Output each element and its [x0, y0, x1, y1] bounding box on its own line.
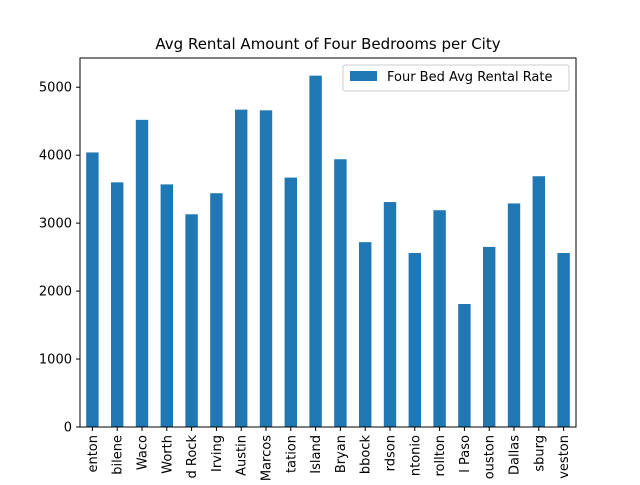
- x-tick-label: rollton: [433, 435, 448, 477]
- axes-group: 0 1000 2000 3000 4000 5000 enton bilene Waco Wort…: [39, 57, 577, 481]
- y-tick-label: 1000: [39, 353, 72, 368]
- x-tick-label: Irving: [210, 435, 225, 472]
- y-tick-label: 2000: [39, 285, 72, 300]
- x-tick-label: bilene: [111, 435, 126, 475]
- bar: [557, 253, 570, 427]
- bar: [359, 242, 372, 427]
- bar: [383, 202, 397, 427]
- bar: [160, 184, 173, 427]
- x-tick-label: d Rock: [185, 435, 200, 479]
- y-tick-label: 4000: [39, 149, 72, 164]
- bar: [284, 177, 297, 427]
- bar: [185, 214, 198, 427]
- x-tick-label: ntonio: [408, 435, 423, 476]
- y-tick-label: 0: [64, 421, 72, 436]
- x-tick-label: Marcos: [260, 435, 275, 480]
- x-tick-label: Worth: [160, 435, 175, 474]
- x-tick-label: bbock: [359, 435, 374, 475]
- axes-frame: [79, 57, 577, 428]
- x-tick-label: ouston: [483, 435, 498, 479]
- bar: [334, 159, 347, 427]
- x-tick-label: veston: [557, 435, 572, 479]
- x-tick-label: sburg: [532, 435, 547, 472]
- bar: [483, 246, 496, 427]
- x-tick-label: enton: [86, 435, 101, 473]
- x-tick-label: Island: [309, 435, 324, 474]
- legend-swatch: [350, 71, 377, 81]
- legend-frame: [342, 64, 570, 92]
- bar: [86, 152, 99, 427]
- bar: [135, 119, 149, 427]
- y-tick-label: 5000: [39, 81, 72, 96]
- x-tick-label: Dallas: [508, 435, 523, 475]
- x-tick-label: Waco: [136, 435, 151, 470]
- x-tick-label: tation: [284, 435, 299, 473]
- legend: Four Bed Avg Rental Rate: [342, 64, 570, 92]
- legend-label: Four Bed Avg Rental Rate: [387, 70, 553, 85]
- chart-title: Avg Rental Amount of Four Bedrooms per C…: [155, 35, 500, 53]
- x-tick-label: Austin: [235, 435, 250, 476]
- bar: [408, 253, 421, 427]
- bars-group: [86, 75, 570, 428]
- x-tick-label: l Paso: [458, 435, 473, 473]
- y-tick-label: 3000: [39, 217, 72, 232]
- bar: [433, 210, 446, 427]
- x-tick-label: rdson: [384, 435, 399, 471]
- bar: [235, 109, 248, 428]
- bar: [532, 176, 545, 427]
- bar: [111, 182, 124, 427]
- bar: [210, 193, 223, 427]
- bar: [259, 110, 273, 427]
- x-tick-label: Bryan: [334, 435, 349, 473]
- bar: [309, 75, 322, 428]
- bar: [507, 203, 521, 427]
- bar: [458, 304, 471, 427]
